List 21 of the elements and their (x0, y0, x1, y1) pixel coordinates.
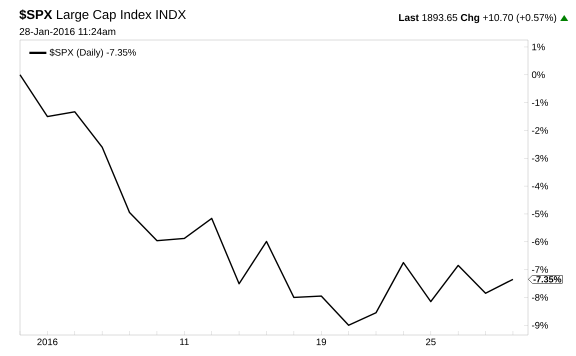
y-tick-label: -7% (532, 266, 548, 273)
y-tick-label: -6% (532, 238, 548, 246)
chart-subtitle: 28-Jan-2016 11:24am (20, 28, 116, 36)
legend-label: $SPX (Daily) -7.35% (50, 48, 136, 58)
text: Last 1893.65 Chg +10.70 (+0.57%) (399, 14, 556, 24)
x-tick-label: 2016 (37, 338, 58, 346)
x-tick-label: 11 (180, 338, 189, 346)
y-tick-label: -4% (532, 182, 548, 190)
chart-title: $SPX Large Cap Index INDX (19, 9, 186, 22)
text: -7.35% (533, 276, 562, 283)
x-tick-label: 19 (316, 338, 326, 346)
y-tick-label: 1% (532, 44, 545, 50)
y-tick-label: -2% (532, 127, 548, 134)
x-tick-label: 25 (426, 338, 436, 346)
y-tick-label: -8% (532, 294, 548, 301)
y-tick-label: -9% (532, 322, 548, 329)
y-tick-label: -3% (532, 154, 548, 162)
line-series (19, 74, 514, 326)
y-tick-label: 0% (532, 71, 545, 78)
y-tick-label: -1% (532, 99, 548, 106)
y-tick-label: -5% (532, 210, 548, 218)
